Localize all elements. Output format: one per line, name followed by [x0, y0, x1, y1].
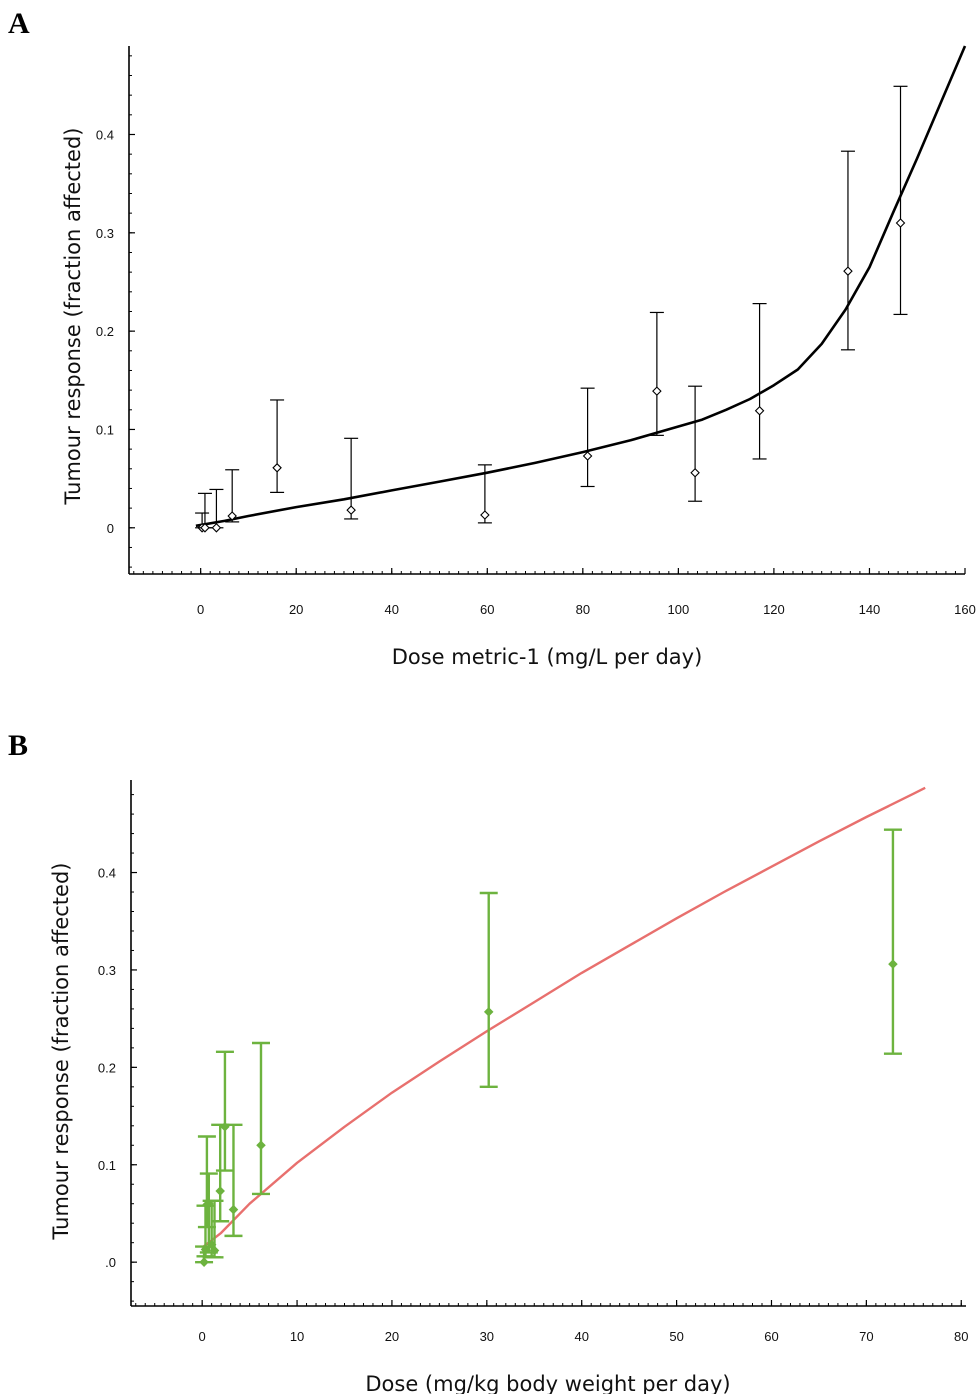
data-point: [477, 464, 492, 524]
y-tick-label: 0.2: [98, 1060, 116, 1075]
x-tick-label: 50: [669, 1329, 683, 1344]
x-tick-label: 40: [574, 1329, 588, 1344]
data-point: [211, 1123, 230, 1223]
diamond-marker: [228, 1204, 239, 1215]
x-tick-label: 20: [385, 1329, 399, 1344]
x-tick-label: 0: [199, 1329, 206, 1344]
diamond-marker: [888, 959, 898, 969]
data-point: [344, 437, 359, 520]
diamond-marker: [483, 1007, 494, 1017]
data-point: [752, 303, 767, 460]
x-tick-label: 30: [480, 1329, 494, 1344]
x-tick-label: 10: [290, 1329, 304, 1344]
data-point: [649, 311, 664, 436]
x-tick-label: 40: [385, 602, 399, 617]
x-tick-label: 70: [859, 1329, 873, 1344]
data-point: [195, 1245, 214, 1267]
data-point: [479, 891, 498, 1089]
diamond-marker: [200, 523, 210, 533]
panel-b-y-label: Tumour response (fraction affected): [49, 863, 73, 1241]
panel-a-x-label: Dose metric-1 (mg/L per day): [392, 645, 703, 669]
x-tick-label: 20: [289, 602, 303, 617]
y-tick-label: 0.1: [98, 1158, 116, 1173]
panel-b-x-label: Dose (mg/kg body weight per day): [365, 1372, 730, 1394]
data-point: [270, 399, 285, 493]
panel-a: A 0 20 40 60 80 100 120 140 160 0 0.1 0.2 0.3 0.4 Do…: [8, 7, 976, 669]
x-tick-label: 100: [668, 602, 690, 617]
diamond-marker: [209, 1245, 220, 1256]
y-tick-label: 0.4: [98, 866, 116, 881]
data-point: [251, 1041, 270, 1196]
panel-a-label: A: [8, 7, 30, 40]
data-point: [883, 828, 902, 1055]
y-tick-label: 0: [107, 521, 114, 536]
diamond-marker: [652, 386, 662, 396]
x-tick-label: 160: [954, 602, 976, 617]
x-tick-label: 60: [764, 1329, 778, 1344]
diamond-marker: [690, 467, 700, 478]
panel-a-y-label: Tumour response (fraction affected): [61, 128, 85, 506]
data-point: [215, 1050, 234, 1172]
diamond-marker: [199, 1257, 209, 1267]
panel-b-data-points: [195, 828, 902, 1267]
y-tick-label: 0.2: [96, 324, 114, 339]
data-point: [840, 150, 855, 351]
x-tick-label: 0: [197, 602, 204, 617]
y-tick-label: 0.1: [96, 422, 114, 437]
data-point: [197, 1135, 216, 1229]
diamond-marker: [582, 451, 593, 461]
panel-b-label: B: [8, 729, 28, 762]
diamond-marker: [895, 218, 906, 228]
diamond-marker: [256, 1140, 266, 1151]
panel-b: B 0 10 20 30 40 50 60 70 80 .0 0.1 0.2 0.3 0.4 Dose …: [8, 729, 968, 1394]
diamond-marker: [843, 266, 853, 276]
panel-b-minor-ticks: [131, 794, 962, 1306]
diamond-marker: [227, 511, 237, 521]
x-tick-label: 140: [859, 602, 881, 617]
panel-b-y-ticks: .0 0.1 0.2 0.3 0.4: [98, 866, 137, 1270]
panel-a-minor-ticks: [129, 55, 966, 574]
data-point: [225, 469, 240, 523]
data-point: [197, 492, 212, 533]
y-tick-label: 0.3: [96, 226, 114, 241]
data-point: [580, 387, 595, 488]
data-point: [224, 1123, 243, 1238]
x-tick-label: 80: [954, 1329, 968, 1344]
diamond-marker: [346, 505, 356, 515]
diamond-marker: [215, 1186, 225, 1196]
diamond-marker: [480, 510, 490, 520]
panel-b-fit-curve: [201, 786, 926, 1249]
y-tick-label: 0.4: [96, 127, 114, 142]
panel-a-data-points: [195, 85, 908, 533]
data-point: [209, 488, 224, 533]
y-tick-label: 0.3: [98, 963, 116, 978]
x-tick-label: 80: [576, 602, 590, 617]
panel-a-y-ticks: 0 0.1 0.2 0.3 0.4: [96, 127, 135, 536]
panel-b-x-ticks: 0 10 20 30 40 50 60 70 80: [199, 1300, 968, 1344]
data-point: [893, 85, 908, 316]
diamond-marker: [272, 463, 282, 473]
panel-a-fit-curve: [195, 45, 967, 528]
y-tick-label: .0: [105, 1255, 116, 1270]
x-tick-label: 120: [763, 602, 785, 617]
diamond-marker: [211, 523, 222, 533]
panel-a-x-ticks: 0 20 40 60 80 100 120 140 160: [197, 568, 976, 617]
x-tick-label: 60: [480, 602, 494, 617]
diamond-marker: [754, 406, 765, 416]
data-point: [688, 385, 703, 502]
